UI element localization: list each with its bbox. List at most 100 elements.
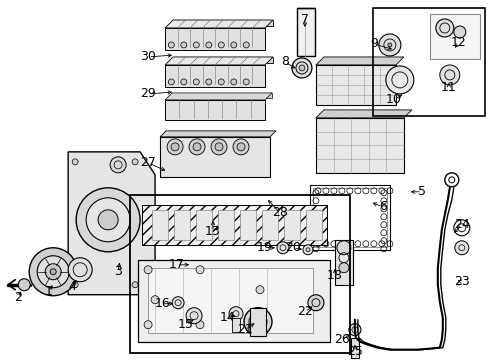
Circle shape — [18, 279, 30, 291]
Bar — [152, 210, 168, 240]
Circle shape — [230, 42, 236, 48]
Circle shape — [385, 66, 413, 94]
Circle shape — [132, 282, 138, 288]
Circle shape — [298, 65, 305, 71]
Circle shape — [305, 248, 309, 252]
Bar — [262, 210, 277, 240]
Text: 24: 24 — [453, 218, 468, 231]
Text: 8: 8 — [281, 55, 288, 68]
Circle shape — [110, 157, 126, 173]
Circle shape — [453, 26, 465, 38]
Bar — [284, 210, 299, 240]
Circle shape — [193, 42, 199, 48]
Text: 5: 5 — [417, 185, 425, 198]
Text: 29: 29 — [140, 87, 156, 100]
Bar — [305, 210, 321, 240]
Circle shape — [168, 42, 174, 48]
Circle shape — [205, 79, 211, 85]
Circle shape — [144, 321, 152, 329]
Text: 14: 14 — [220, 311, 235, 324]
Bar — [196, 210, 212, 240]
Circle shape — [45, 264, 61, 280]
Circle shape — [291, 58, 311, 78]
Circle shape — [439, 65, 459, 85]
Circle shape — [68, 258, 92, 282]
Circle shape — [181, 42, 186, 48]
Text: 9: 9 — [369, 37, 377, 50]
Circle shape — [185, 308, 202, 324]
Bar — [142, 205, 326, 245]
Circle shape — [172, 297, 183, 309]
Circle shape — [193, 143, 201, 151]
Circle shape — [237, 143, 244, 151]
Circle shape — [196, 266, 203, 274]
Circle shape — [211, 139, 226, 155]
Circle shape — [205, 42, 211, 48]
Text: 21: 21 — [237, 323, 252, 336]
Circle shape — [215, 143, 223, 151]
Circle shape — [243, 42, 249, 48]
Circle shape — [132, 159, 138, 165]
Circle shape — [86, 198, 130, 242]
Circle shape — [72, 159, 78, 165]
Circle shape — [181, 79, 186, 85]
Text: 4: 4 — [68, 280, 76, 293]
Polygon shape — [315, 57, 403, 65]
Text: 30: 30 — [140, 50, 156, 63]
Bar — [429, 14, 479, 59]
Text: 10: 10 — [385, 93, 401, 107]
Circle shape — [336, 241, 350, 255]
Circle shape — [378, 34, 400, 56]
Bar — [350, 338, 358, 358]
Text: 3: 3 — [114, 265, 122, 278]
Text: 23: 23 — [453, 275, 468, 288]
Circle shape — [303, 245, 312, 255]
Bar — [312, 188, 386, 247]
Text: 22: 22 — [297, 305, 312, 318]
Polygon shape — [165, 20, 272, 28]
Bar — [249, 308, 265, 336]
Circle shape — [338, 263, 348, 273]
Polygon shape — [173, 57, 272, 63]
Circle shape — [230, 79, 236, 85]
Circle shape — [98, 210, 118, 230]
Bar — [231, 318, 240, 332]
Circle shape — [307, 295, 323, 311]
Circle shape — [72, 282, 78, 288]
Circle shape — [151, 296, 159, 304]
Text: 27: 27 — [140, 156, 156, 169]
Polygon shape — [315, 110, 411, 118]
Circle shape — [37, 256, 69, 288]
Circle shape — [276, 242, 288, 254]
Bar — [165, 100, 264, 120]
Text: 26: 26 — [333, 333, 349, 346]
Bar — [130, 195, 349, 353]
Circle shape — [348, 324, 360, 336]
Circle shape — [435, 19, 453, 37]
Bar — [138, 260, 329, 342]
Circle shape — [189, 139, 204, 155]
Text: 1: 1 — [44, 285, 52, 298]
Bar — [142, 205, 326, 245]
Circle shape — [76, 188, 140, 252]
Bar — [165, 28, 264, 50]
Circle shape — [144, 266, 152, 274]
Circle shape — [218, 79, 224, 85]
Bar — [334, 240, 352, 285]
Text: 28: 28 — [271, 206, 287, 219]
Polygon shape — [173, 20, 272, 26]
Circle shape — [243, 79, 249, 85]
Circle shape — [193, 79, 199, 85]
Bar — [315, 65, 395, 105]
Circle shape — [454, 241, 468, 255]
Circle shape — [244, 308, 271, 336]
Circle shape — [248, 313, 266, 331]
Circle shape — [50, 269, 56, 275]
Text: 7: 7 — [300, 13, 308, 27]
Circle shape — [255, 286, 264, 294]
Text: 6: 6 — [378, 200, 386, 213]
Bar — [160, 137, 269, 177]
Bar — [148, 268, 312, 333]
Bar — [174, 210, 190, 240]
Bar — [309, 185, 389, 250]
